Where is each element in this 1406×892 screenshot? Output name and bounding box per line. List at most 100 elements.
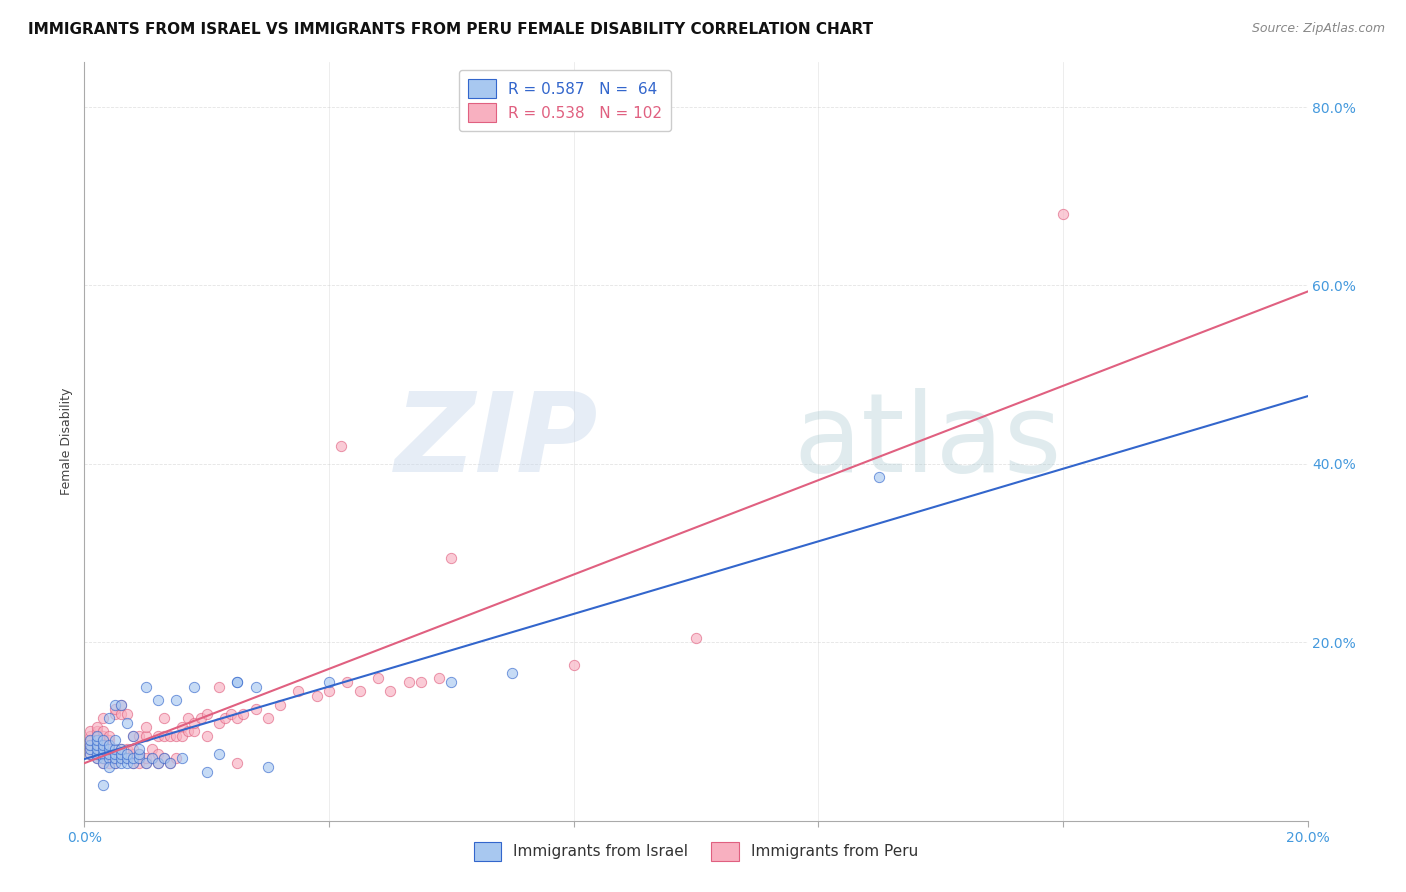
Point [165,729,187,743]
Point [153,711,176,725]
Point [305,689,328,703]
Point [79,733,101,747]
Point [153,751,176,765]
Point [97,738,120,752]
Point [562,657,585,672]
Point [104,742,127,756]
Point [104,756,127,770]
Point [685,631,707,645]
Point [97,760,120,774]
Point [104,733,127,747]
Point [172,751,194,765]
Point [86,729,108,743]
Point [97,751,120,765]
Point [195,729,218,743]
Point [91,756,114,770]
Text: Source: ZipAtlas.com: Source: ZipAtlas.com [1251,22,1385,36]
Point [172,720,194,734]
Point [104,751,127,765]
Point [91,747,114,761]
Point [110,698,132,712]
Point [104,747,127,761]
Point [318,675,340,690]
Point [135,680,157,694]
Point [104,702,127,716]
Point [380,684,402,698]
Point [110,747,132,761]
Point [208,680,231,694]
Point [232,706,254,721]
Point [869,470,891,484]
Point [79,738,101,752]
Point [159,756,181,770]
Point [153,729,176,743]
Point [135,756,157,770]
Point [336,675,359,690]
Point [128,747,150,761]
Point [91,747,114,761]
Point [245,680,267,694]
Point [165,751,187,765]
Point [146,693,169,707]
Point [86,733,108,747]
Point [91,756,114,770]
Point [104,742,127,756]
Point [122,747,145,761]
Point [97,729,120,743]
Y-axis label: Female Disability: Female Disability [59,388,73,495]
Point [195,764,218,779]
Point [86,738,108,752]
Point [141,742,163,756]
Point [86,751,108,765]
Point [398,675,420,690]
Point [257,711,280,725]
Point [122,742,145,756]
Point [135,756,157,770]
Point [91,724,114,739]
Point [91,742,114,756]
Point [104,698,127,712]
Point [153,751,176,765]
Point [128,747,150,761]
Point [440,550,463,565]
Point [91,711,114,725]
Point [104,756,127,770]
Point [91,738,114,752]
Point [183,724,205,739]
Point [91,729,114,743]
Point [122,751,145,765]
Point [110,698,132,712]
Point [115,742,138,756]
Point [79,733,101,747]
Point [115,751,138,765]
Point [122,729,145,743]
Point [91,751,114,765]
Point [115,706,138,721]
Point [440,675,463,690]
Point [110,747,132,761]
Point [79,742,101,756]
Point [183,680,205,694]
Point [128,742,150,756]
Point [104,706,127,721]
Point [135,720,157,734]
Legend: Immigrants from Israel, Immigrants from Peru: Immigrants from Israel, Immigrants from … [464,833,928,870]
Point [97,742,120,756]
Point [97,738,120,752]
Point [122,756,145,770]
Point [104,747,127,761]
Point [245,702,267,716]
Point [86,738,108,752]
Point [86,720,108,734]
Point [104,751,127,765]
Point [79,747,101,761]
Point [110,742,132,756]
Point [226,675,249,690]
Point [97,747,120,761]
Point [97,711,120,725]
Point [226,756,249,770]
Point [177,711,200,725]
Point [409,675,432,690]
Point [146,756,169,770]
Point [91,733,114,747]
